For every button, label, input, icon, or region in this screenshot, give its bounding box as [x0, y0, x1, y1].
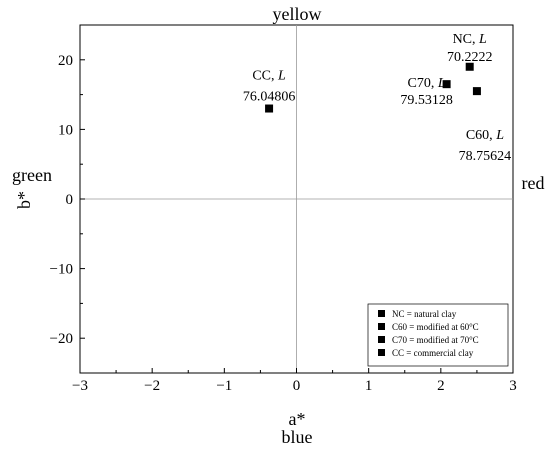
point-label-c60: C60, L	[466, 128, 504, 143]
legend-entry-3: C70 = modified at 70°C	[392, 335, 479, 345]
legend: NC = natural clay C60 = modified at 60°C…	[367, 303, 509, 367]
y-axis-title: b*	[14, 191, 34, 209]
legend-marker-1	[378, 310, 385, 317]
legend-box	[367, 303, 509, 367]
x-tick-label: −3	[72, 378, 88, 394]
y-tick-label: 20	[58, 53, 73, 69]
point-value-c60: 78.75624	[459, 149, 512, 164]
data-point-nc	[465, 62, 474, 71]
y-tick-label: −10	[50, 262, 73, 278]
point-value-c70: 79.53128	[400, 93, 453, 108]
x-axis-title: a*	[289, 409, 306, 429]
y-tick-label: −20	[50, 331, 73, 347]
zero-lines	[80, 25, 513, 373]
legend-marker-4	[378, 349, 385, 356]
direction-label-top: yellow	[273, 4, 322, 24]
point-annotations: NC, L 70.2222 C60, L 78.75624 C70, L 79.53128…	[243, 32, 511, 164]
legend-entry-1: NC = natural clay	[392, 309, 457, 319]
x-tick-label: 1	[365, 378, 373, 394]
data-point-cc	[265, 104, 274, 113]
point-label-nc: NC, L	[453, 32, 487, 47]
direction-label-bottom: blue	[282, 427, 313, 447]
data-points	[265, 62, 481, 113]
legend-entry-2: C60 = modified at 60°C	[392, 322, 479, 332]
y-tick-label: 10	[58, 122, 73, 138]
point-label-c70: C70, L	[408, 76, 446, 91]
data-point-c70	[442, 80, 451, 89]
point-label-cc: CC, L	[252, 69, 286, 84]
x-tick-label: −2	[144, 378, 160, 394]
x-tick-label: 3	[509, 378, 517, 394]
point-value-nc: 70.2222	[447, 50, 493, 65]
point-value-cc: 76.04806	[243, 90, 296, 105]
x-tick-label: 0	[293, 378, 301, 394]
x-tick-label: 2	[437, 378, 445, 394]
legend-marker-2	[378, 323, 385, 330]
data-point-c60	[472, 87, 481, 96]
legend-marker-3	[378, 336, 385, 343]
x-tick-label: −1	[216, 378, 232, 394]
legend-entry-4: CC = commercial clay	[392, 348, 474, 358]
direction-label-left: green	[12, 165, 52, 185]
y-tick-label: 0	[66, 192, 74, 208]
direction-label-right: red	[522, 173, 545, 193]
